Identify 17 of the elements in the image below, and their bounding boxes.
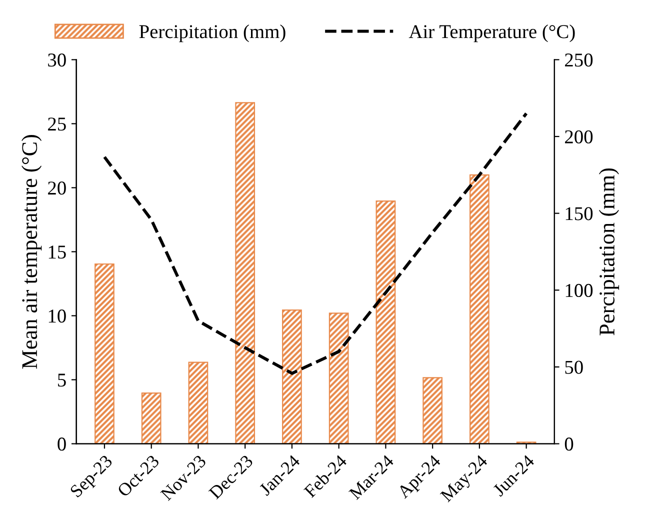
y-tick-label: 5 [58, 374, 66, 387]
legend-label: Air Temperature (°C) [408, 24, 575, 42]
y-tick-label: 15 [48, 246, 66, 259]
y2-tick-label: 200 [565, 130, 593, 144]
y2-axis-title: Percipitation (mm) [598, 168, 620, 336]
y2-tick-label: 0 [564, 438, 574, 451]
y2-tick-label: 50 [565, 360, 583, 374]
y-tick-label: 10 [48, 310, 66, 323]
y2-tick-label: 100 [566, 284, 593, 298]
y-tick-label: 20 [48, 182, 66, 195]
y-tick-label: 30 [48, 54, 66, 67]
y-tick-label: 0 [58, 438, 66, 451]
y-axis-title: Mean air temperature (°C) [21, 135, 42, 369]
y2-tick-label: 250 [565, 54, 593, 67]
y-tick-label: 25 [48, 118, 66, 131]
y2-tick-label: 150 [566, 207, 593, 220]
legend-label: Percipitation (mm) [139, 24, 286, 42]
